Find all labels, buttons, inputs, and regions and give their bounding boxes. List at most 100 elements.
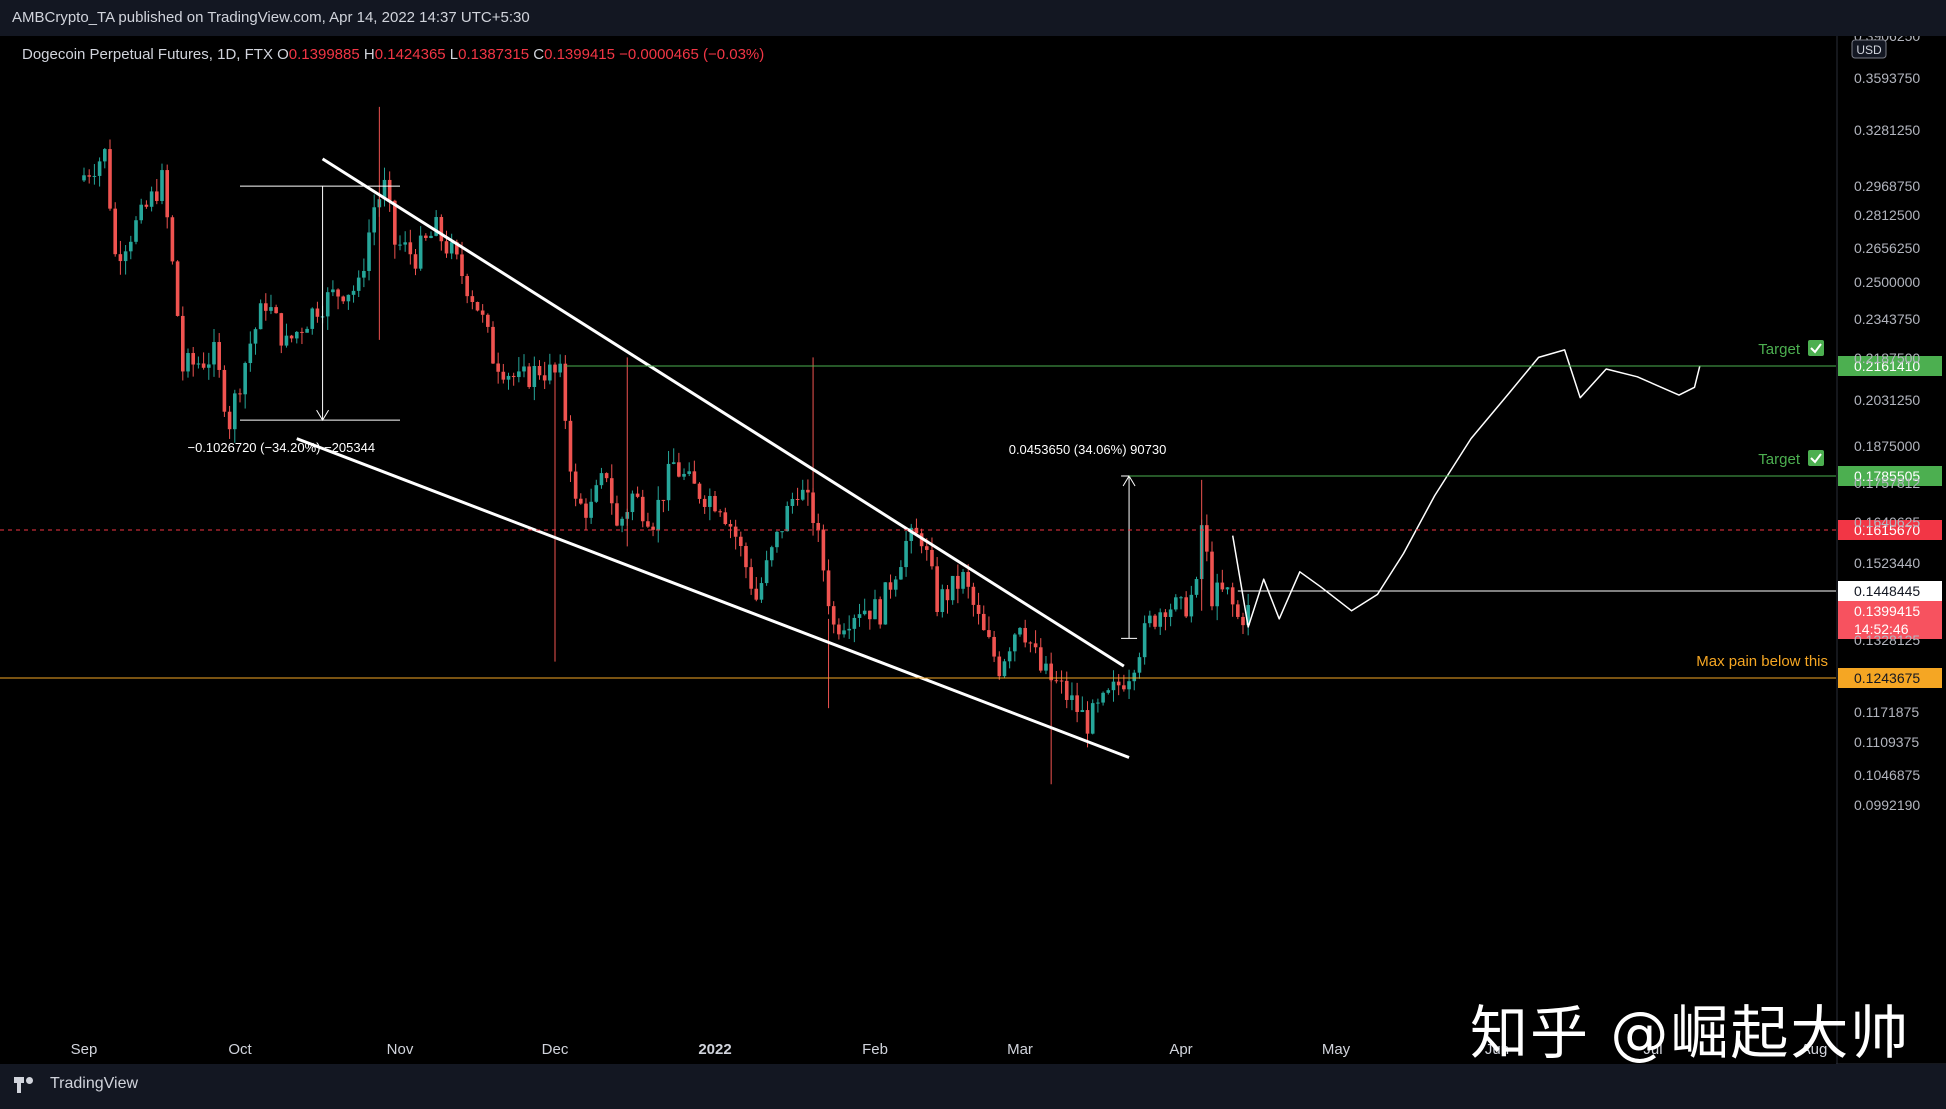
candle xyxy=(413,248,418,276)
candle xyxy=(651,522,655,537)
check-icon xyxy=(1808,340,1824,356)
candle xyxy=(661,499,666,513)
candle xyxy=(604,472,609,483)
candle xyxy=(759,577,764,603)
candle xyxy=(754,576,759,602)
y-tick: 0.2343750 xyxy=(1854,311,1920,327)
candle xyxy=(418,226,423,271)
candle xyxy=(1111,670,1116,702)
candle xyxy=(362,258,366,288)
price-tag-text: 0.1399415 xyxy=(1854,603,1920,619)
candle xyxy=(1127,669,1131,699)
candle xyxy=(522,354,526,378)
candle xyxy=(82,167,86,182)
y-tick: 0.0992190 xyxy=(1854,797,1920,813)
y-tick: 0.3593750 xyxy=(1854,70,1920,86)
arrow-up-icon xyxy=(1122,475,1136,487)
candle xyxy=(749,558,753,595)
x-tick: 2022 xyxy=(698,1041,731,1058)
price-chart[interactable]: −0.1026720 (−34.20%) −205344 0.0453650 (3… xyxy=(0,28,1946,1065)
publisher-text: AMBCrypto_TA published on TradingView.co… xyxy=(12,9,530,26)
candle xyxy=(1142,615,1147,665)
trendline-lower-wedge[interactable] xyxy=(296,437,1130,759)
candle xyxy=(1090,699,1095,735)
high-value: 0.1424365 xyxy=(374,46,446,63)
symbol-legend: Dogecoin Perpetual Futures, 1D, FTX O0.1… xyxy=(22,46,764,63)
candle xyxy=(491,321,495,365)
candle xyxy=(790,492,795,514)
candle xyxy=(149,186,154,212)
candle xyxy=(160,163,164,205)
zhihu-watermark: 知乎 @崛起大帅 xyxy=(1470,999,1911,1067)
candle xyxy=(351,285,356,303)
candle xyxy=(909,523,914,554)
candle xyxy=(568,415,573,483)
candle xyxy=(284,323,289,348)
candle xyxy=(971,582,976,617)
candle xyxy=(1007,647,1012,669)
candle xyxy=(692,460,697,484)
candle xyxy=(403,231,407,252)
forecast-path[interactable] xyxy=(1231,349,1701,628)
candle xyxy=(118,240,123,275)
candle xyxy=(356,270,361,298)
tradingview-logo[interactable]: TradingView xyxy=(14,1075,138,1093)
candle xyxy=(997,651,1002,680)
candle xyxy=(465,273,469,304)
candle xyxy=(517,357,521,383)
arrow-down-icon xyxy=(316,409,330,422)
countdown-text: 14:52:46 xyxy=(1854,621,1909,637)
candle xyxy=(687,462,691,477)
candle xyxy=(108,139,112,211)
candle xyxy=(233,389,237,443)
drawings: −0.1026720 (−34.20%) −205344 0.0453650 (3… xyxy=(187,157,1701,759)
candle xyxy=(671,448,676,465)
y-tick: 0.2656250 xyxy=(1854,240,1920,256)
candle xyxy=(1230,582,1235,617)
chart-area[interactable]: −0.1026720 (−34.20%) −205344 0.0453650 (3… xyxy=(0,28,1946,1067)
candle xyxy=(1059,670,1064,694)
candle xyxy=(1018,626,1022,637)
check-icon xyxy=(1808,450,1824,466)
candle xyxy=(1038,638,1043,673)
candle xyxy=(294,331,299,344)
y-tick: 0.3281250 xyxy=(1854,122,1920,138)
measure-label-down: −0.1026720 (−34.20%) −205344 xyxy=(187,440,375,455)
candle xyxy=(274,304,278,314)
candle xyxy=(599,467,604,489)
candle xyxy=(527,363,531,389)
candle xyxy=(831,601,836,634)
candle xyxy=(207,352,211,380)
candle xyxy=(904,530,908,577)
tradingview-brand: TradingView xyxy=(50,1075,139,1092)
x-tick: Sep xyxy=(71,1041,98,1058)
candle xyxy=(992,630,996,663)
candle xyxy=(1163,609,1168,631)
candle xyxy=(940,584,945,618)
top-bar: AMBCrypto_TA published on TradingView.co… xyxy=(0,0,1946,36)
trendline-upper-wedge[interactable] xyxy=(321,157,1125,668)
candle xyxy=(682,468,686,481)
candle xyxy=(733,519,738,550)
candle xyxy=(123,245,128,275)
time-axis[interactable]: Sep Oct Nov Dec 2022 Feb Mar Apr May Jun Jul Aug xyxy=(0,1034,1836,1064)
candle xyxy=(165,164,169,229)
candle xyxy=(372,194,376,246)
x-tick: Feb xyxy=(862,1041,888,1058)
currency-badge[interactable]: USD xyxy=(1851,39,1887,59)
candle xyxy=(387,171,392,212)
candle xyxy=(480,304,485,323)
candle xyxy=(212,328,216,377)
candle xyxy=(253,327,258,355)
candle xyxy=(501,363,506,384)
price-tag-red-dashed xyxy=(1838,520,1942,540)
price-axis[interactable]: 0.2161410 0.1785505 0.1615670 0.1448445 0.13… xyxy=(1838,28,1942,813)
candle xyxy=(1002,658,1007,679)
time-axis-bg xyxy=(0,1034,1836,1064)
close-label: C xyxy=(533,46,545,63)
candle xyxy=(609,464,614,515)
candle xyxy=(1215,573,1219,621)
candle xyxy=(563,355,568,430)
candle xyxy=(961,569,965,594)
candle xyxy=(191,346,195,377)
